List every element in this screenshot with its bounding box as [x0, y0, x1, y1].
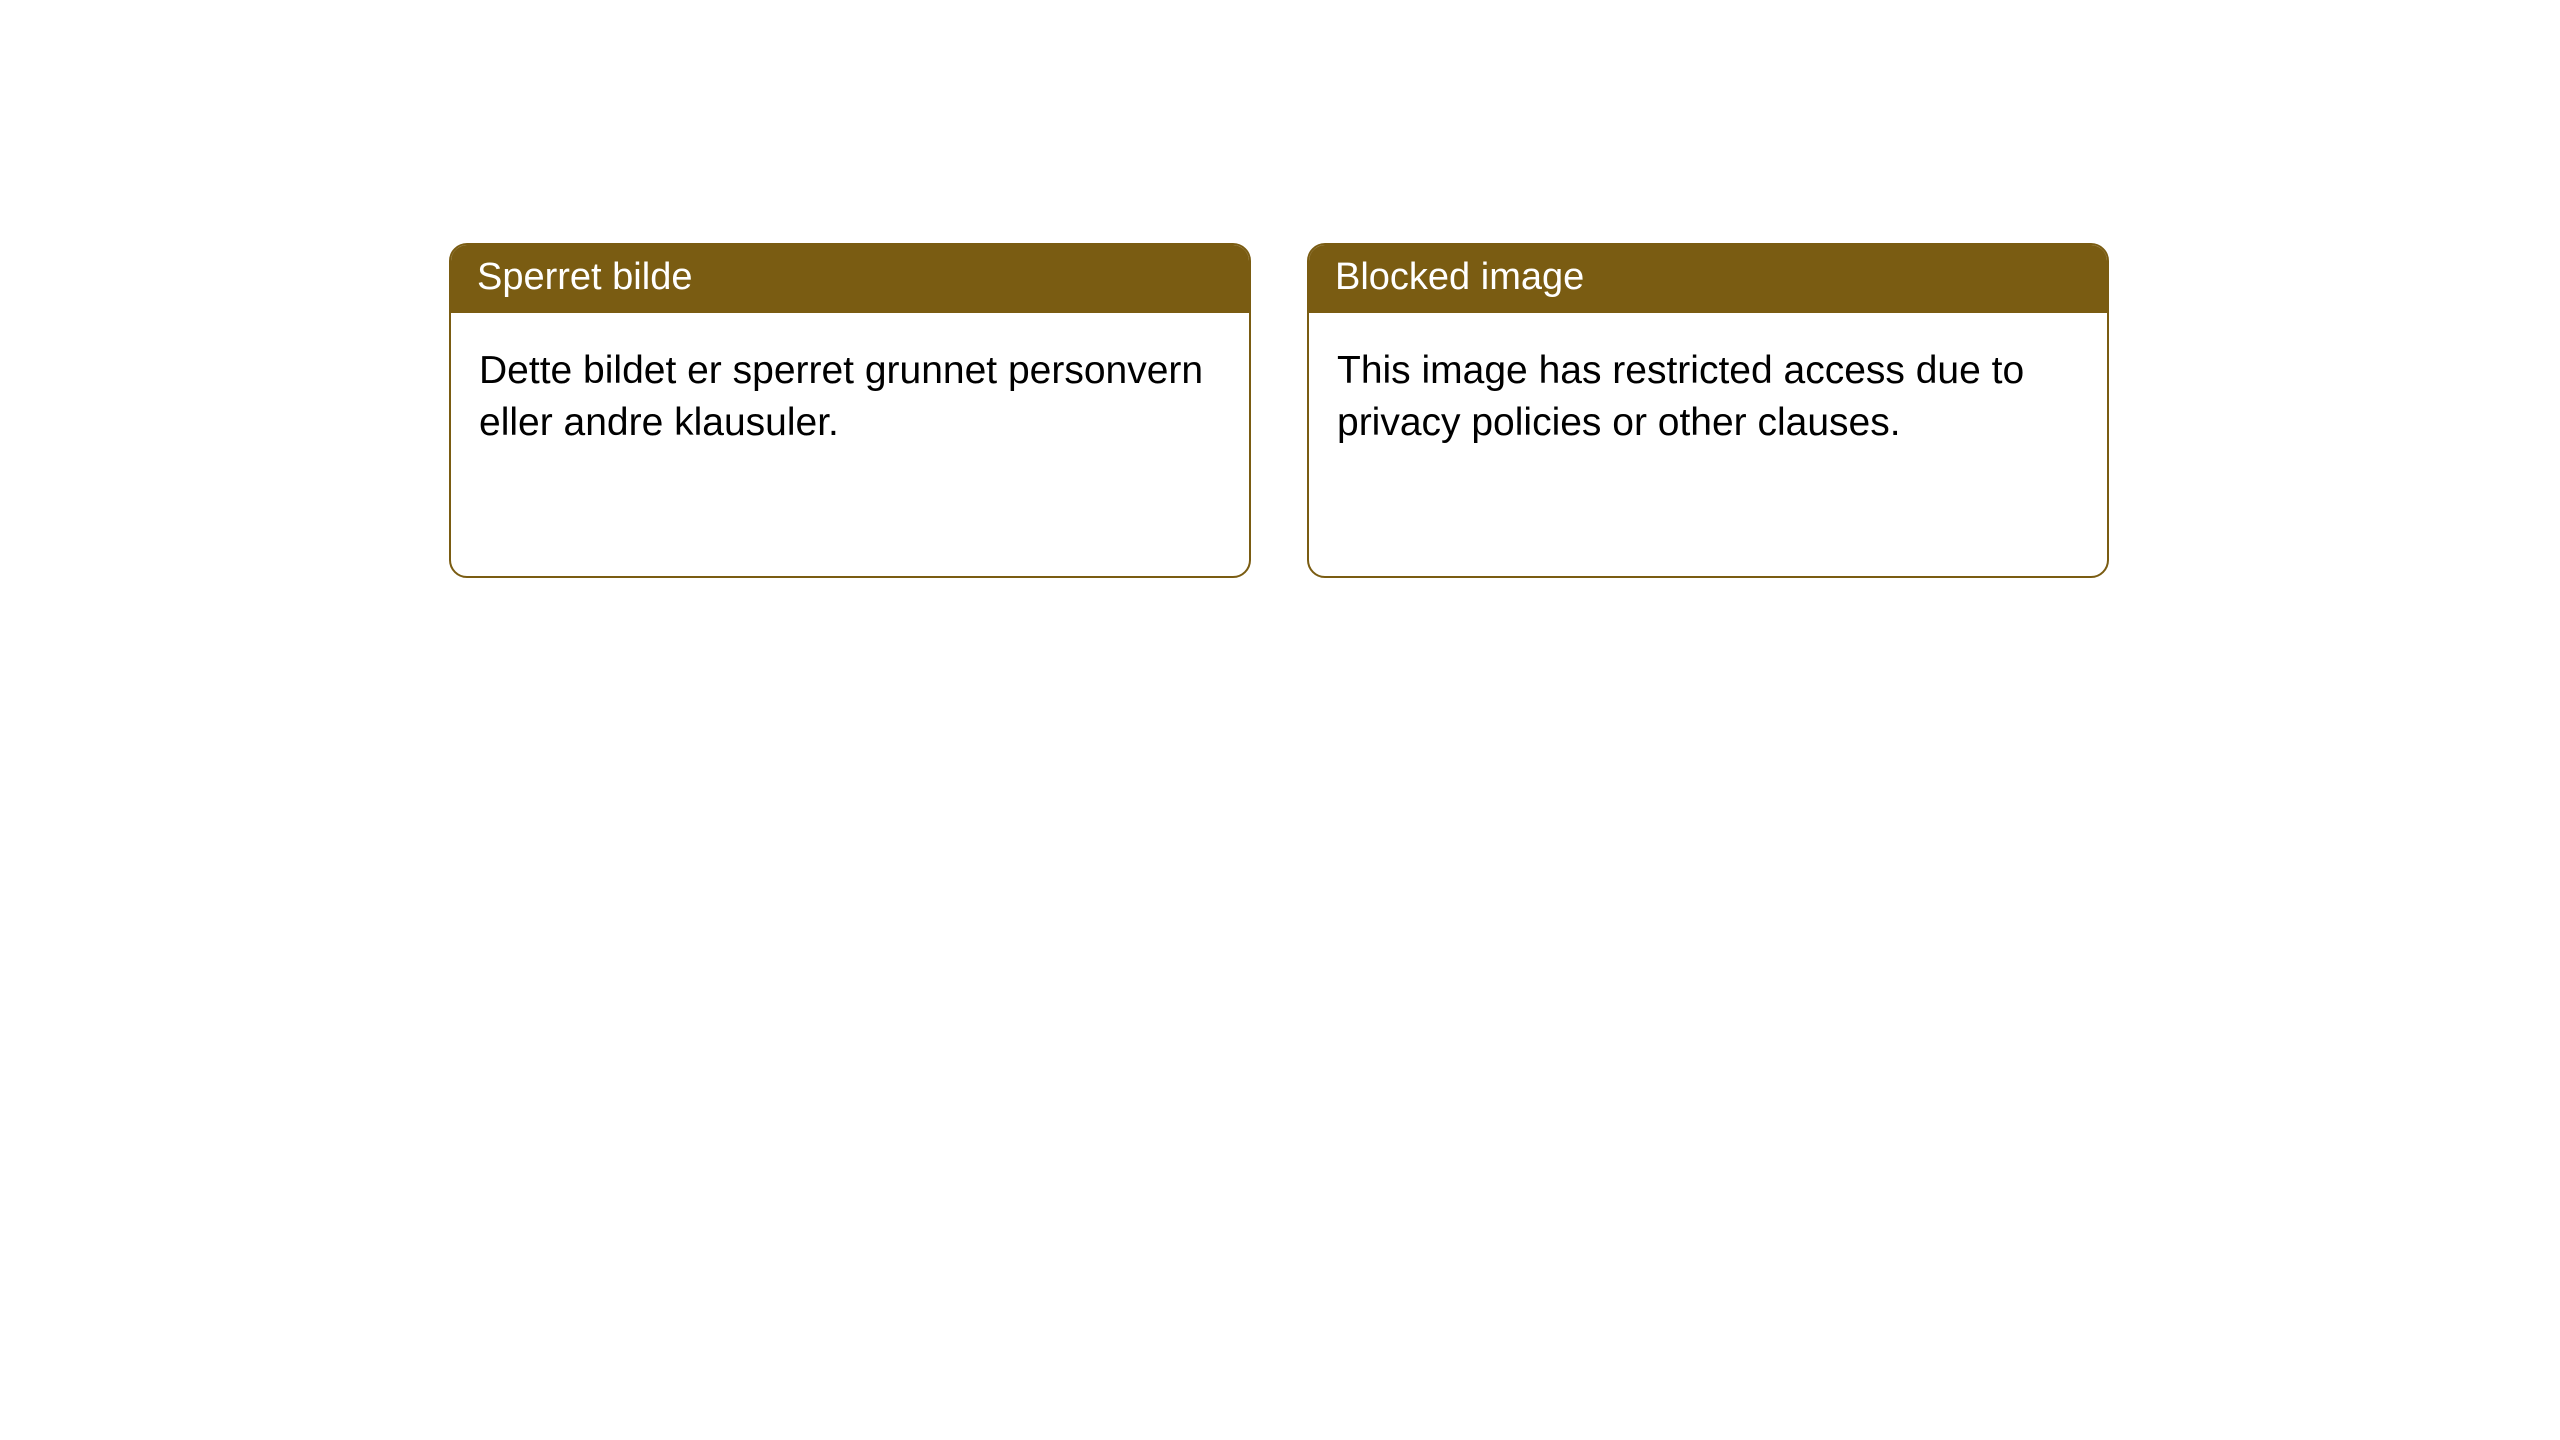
card-body-en: This image has restricted access due to …	[1309, 313, 2107, 482]
notice-container: Sperret bilde Dette bildet er sperret gr…	[0, 0, 2560, 578]
blocked-image-card-en: Blocked image This image has restricted …	[1307, 243, 2109, 578]
card-header-no: Sperret bilde	[451, 245, 1249, 313]
card-body-no: Dette bildet er sperret grunnet personve…	[451, 313, 1249, 482]
card-header-en: Blocked image	[1309, 245, 2107, 313]
blocked-image-card-no: Sperret bilde Dette bildet er sperret gr…	[449, 243, 1251, 578]
